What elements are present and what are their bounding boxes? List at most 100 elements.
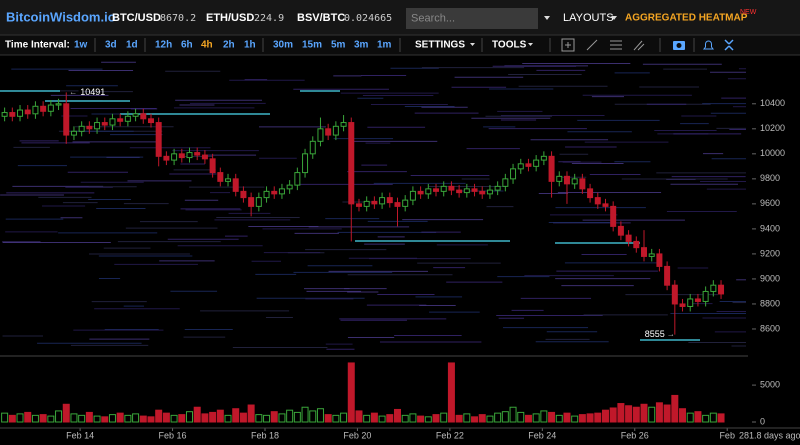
interval-button[interactable]: 30m (273, 40, 293, 51)
dropdown-arrow[interactable] (528, 43, 533, 46)
volume-bar (548, 411, 556, 423)
fullscreen-button[interactable] (724, 39, 734, 51)
candle-body (502, 178, 509, 187)
volume-bar (686, 412, 694, 423)
volume-bar (193, 406, 201, 423)
ticker-price: 8670.2 (160, 13, 196, 24)
line-tool[interactable] (586, 39, 598, 51)
new-badge: NEW (740, 9, 757, 16)
interval-label: Time Interval: (5, 40, 70, 51)
interval-group: 1w 3d 1d 12h 6h 4h 2h 1h 30m 15m 5m 3m 1m (74, 38, 392, 52)
volume-bar (478, 414, 486, 423)
volume-bar (55, 410, 63, 423)
volume-bar (332, 414, 340, 423)
heatmap-button[interactable]: AGGREGATED HEATMAP (625, 13, 748, 24)
candle-body (486, 189, 493, 195)
volume-bar (286, 409, 294, 423)
candle-body (694, 298, 701, 302)
candle-body (355, 203, 362, 207)
candle-body (271, 190, 278, 195)
candle-body (409, 190, 416, 201)
age-label: 281.8 days ago (739, 430, 800, 440)
y-tick-label: 10400 (760, 98, 785, 108)
tools-button[interactable]: TOOLS (492, 40, 527, 51)
volume-bar (524, 414, 532, 423)
volume-bar (679, 408, 687, 423)
candle-body (55, 103, 62, 106)
candle-body (525, 163, 532, 167)
volume-bar (239, 412, 247, 423)
volume-bar (162, 412, 170, 423)
candle-body (579, 178, 586, 190)
volume-bar (124, 414, 132, 423)
volume-bar (31, 414, 39, 423)
annotation: 10491 (80, 87, 105, 97)
candle-body (201, 154, 208, 160)
volume-bar (16, 413, 24, 423)
dropdown-arrow[interactable] (611, 16, 617, 20)
price-chart: 8600 8800 9000 9200 9400 9600 9800 10000 10200 10… (1, 87, 785, 440)
volume-bar (578, 414, 586, 423)
candle-body (209, 158, 216, 174)
candle-body (263, 190, 270, 199)
candle-body (70, 130, 77, 136)
volume-bar (309, 410, 317, 423)
volume-bar (671, 394, 679, 423)
candle-body (255, 197, 262, 207)
interval-button[interactable]: 15m (302, 40, 322, 51)
interval-button[interactable]: 1d (126, 40, 138, 51)
volume-bar (347, 362, 355, 423)
interval-button[interactable]: 1h (244, 40, 256, 51)
search-box[interactable] (406, 8, 538, 29)
settings-button[interactable]: SETTINGS (415, 40, 465, 51)
y-tick-label: 9400 (760, 223, 780, 233)
dropdown-arrow[interactable] (544, 16, 550, 20)
volume-bar (324, 414, 332, 423)
volume-bar (440, 412, 448, 423)
candle-body (471, 188, 478, 192)
ticker-pair[interactable]: BTC/USD (112, 12, 161, 24)
camera-lens (676, 43, 682, 48)
candle-body (563, 175, 570, 185)
alert-button[interactable] (703, 40, 714, 50)
candle-body (587, 188, 594, 199)
volume-bar (62, 403, 70, 423)
crosshair-icon (565, 42, 571, 48)
ticker-pair[interactable]: BSV/BTC (297, 12, 345, 24)
interval-button[interactable]: 3d (105, 40, 117, 51)
interval-button[interactable]: 4h (201, 40, 213, 51)
ticker-price: 224.9 (254, 13, 284, 24)
interval-button[interactable]: 3m (354, 40, 369, 51)
volume-bar (132, 413, 140, 423)
x-tick-label: Feb 24 (528, 430, 556, 440)
interval-button[interactable]: 2h (223, 40, 235, 51)
volume-bar (463, 413, 471, 423)
interval-button[interactable]: 12h (155, 40, 172, 51)
volume-bar (694, 411, 702, 423)
ticker-pair[interactable]: ETH/USD (206, 12, 254, 24)
candle-body (286, 184, 293, 190)
fib-tool[interactable] (610, 40, 622, 50)
crosshair-tool[interactable] (561, 38, 575, 52)
logo[interactable]: BitcoinWisdom.io (6, 9, 116, 24)
x-tick-label: Feb 16 (159, 430, 187, 440)
layouts-button[interactable]: LAYOUTS (563, 12, 614, 24)
volume-bar (709, 412, 717, 423)
candle-body (479, 190, 486, 195)
volume-bar (417, 415, 425, 423)
candle-body (371, 200, 378, 205)
volume-bar (255, 414, 263, 423)
candle-body (641, 247, 648, 257)
volume-bar (101, 416, 109, 423)
interval-button[interactable]: 1m (377, 40, 392, 51)
candle-body (425, 188, 432, 195)
volume-bar (409, 413, 417, 423)
interval-button[interactable]: 6h (181, 40, 193, 51)
interval-button[interactable]: 1w (74, 40, 88, 51)
dropdown-arrow[interactable] (470, 43, 475, 46)
interval-button[interactable]: 5m (331, 40, 346, 51)
candle-body (171, 153, 178, 161)
pen-tool[interactable] (633, 40, 645, 51)
candle-body (155, 122, 162, 157)
volume-bar (8, 414, 16, 423)
